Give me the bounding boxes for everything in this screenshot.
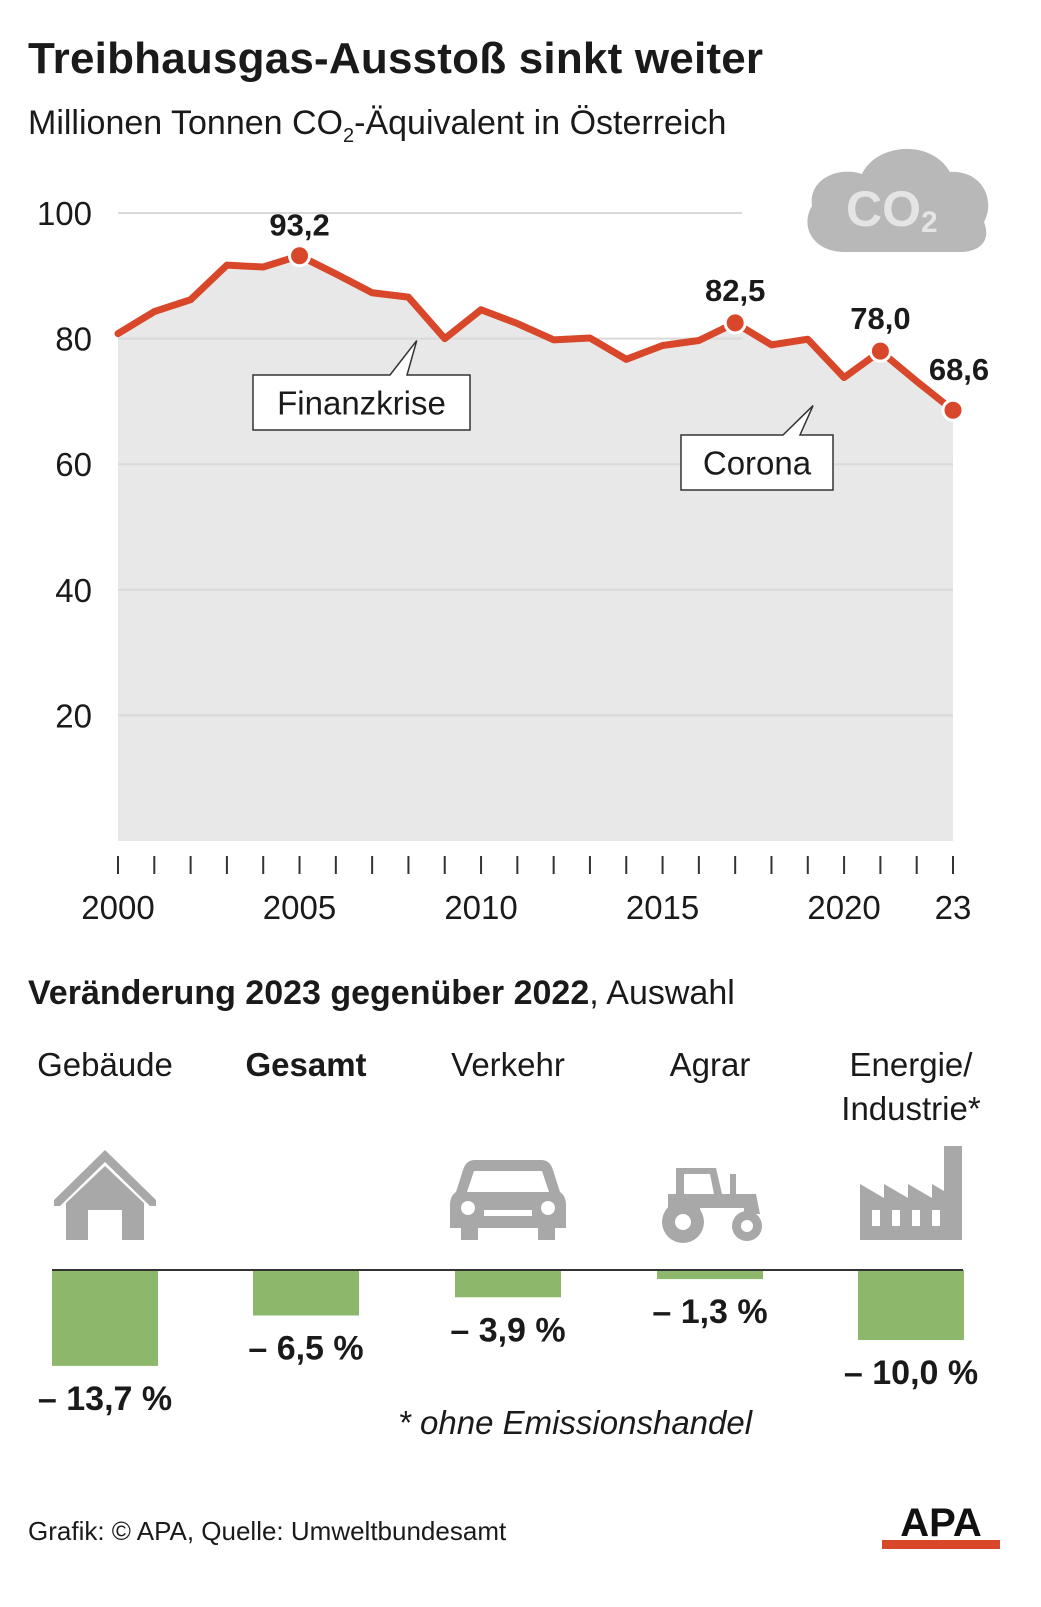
chart-subtitle: Millionen Tonnen CO2-Äquivalent in Öster…	[28, 104, 726, 148]
change-bar	[52, 1270, 158, 1366]
category-label: Agrar	[670, 1046, 751, 1083]
chart-area-fill	[118, 255, 953, 842]
change-bar	[657, 1270, 763, 1280]
category-label: Industrie*	[841, 1090, 981, 1127]
y-tick-label: 40	[55, 572, 92, 609]
x-tick-label: 2020	[807, 889, 880, 926]
change-bar	[858, 1270, 964, 1340]
chart-title: Treibhausgas-Ausstoß sinkt weiter	[28, 34, 764, 83]
x-tick-label: 2000	[81, 889, 154, 926]
x-tick-label: 2005	[263, 889, 336, 926]
y-tick-label: 20	[55, 697, 92, 734]
cloud-icon	[807, 148, 989, 252]
change-value-label: – 3,9 %	[450, 1311, 565, 1349]
change-value-label: – 1,3 %	[652, 1293, 767, 1331]
tractor-icon	[662, 1168, 762, 1243]
annotation-box	[680, 405, 834, 491]
data-label: 93,2	[269, 208, 329, 243]
x-tick-label: 2010	[444, 889, 517, 926]
change-value-label: – 10,0 %	[844, 1354, 978, 1392]
data-label: 68,6	[929, 352, 989, 387]
category-label: Energie/	[850, 1046, 974, 1083]
annotation-box	[252, 340, 471, 431]
house-icon	[54, 1150, 156, 1240]
apa-logo-text: APA	[900, 1501, 981, 1545]
change-bar	[253, 1270, 359, 1316]
subtitle-rest: -Äquivalent in Österreich	[354, 104, 727, 142]
bar-section-title-rest: , Auswahl	[589, 974, 735, 1012]
category-label: Gesamt	[245, 1046, 366, 1083]
change-value-label: – 13,7 %	[38, 1380, 172, 1418]
change-value-label: – 6,5 %	[248, 1330, 363, 1368]
apa-logo: APA	[882, 1501, 1000, 1549]
cloud-co2-label: CO2	[846, 181, 938, 239]
data-point	[941, 398, 965, 422]
subtitle-subscript: 2	[343, 124, 355, 147]
category-label: Verkehr	[451, 1046, 565, 1083]
annotation-label: Corona	[703, 445, 812, 482]
data-point	[868, 339, 892, 363]
bar-section-title-bold: Veränderung 2023 gegenüber 2022	[28, 974, 590, 1012]
apa-logo-bar	[882, 1540, 1000, 1549]
data-point	[723, 311, 747, 335]
car-icon	[450, 1160, 566, 1240]
change-bar	[455, 1270, 561, 1298]
data-point	[288, 244, 312, 268]
y-tick-label: 60	[55, 446, 92, 483]
data-label: 82,5	[705, 273, 765, 308]
x-tick-label: 2015	[626, 889, 699, 926]
series-line	[114, 252, 957, 414]
credit-line: Grafik: © APA, Quelle: Umweltbundesamt	[28, 1516, 507, 1546]
y-tick-label: 100	[37, 195, 92, 232]
subtitle-main: Millionen Tonnen CO	[28, 104, 343, 142]
factory-icon	[860, 1146, 962, 1240]
category-label: Gebäude	[37, 1046, 173, 1083]
annotation-label: Finanzkrise	[277, 385, 446, 422]
x-tick-label: 23	[935, 889, 972, 926]
footnote: * ohne Emissionshandel	[398, 1404, 753, 1441]
bar-section-title: Veränderung 2023 gegenüber 2022, Auswahl	[28, 974, 735, 1013]
data-label: 78,0	[850, 301, 910, 336]
y-tick-label: 80	[55, 321, 92, 358]
